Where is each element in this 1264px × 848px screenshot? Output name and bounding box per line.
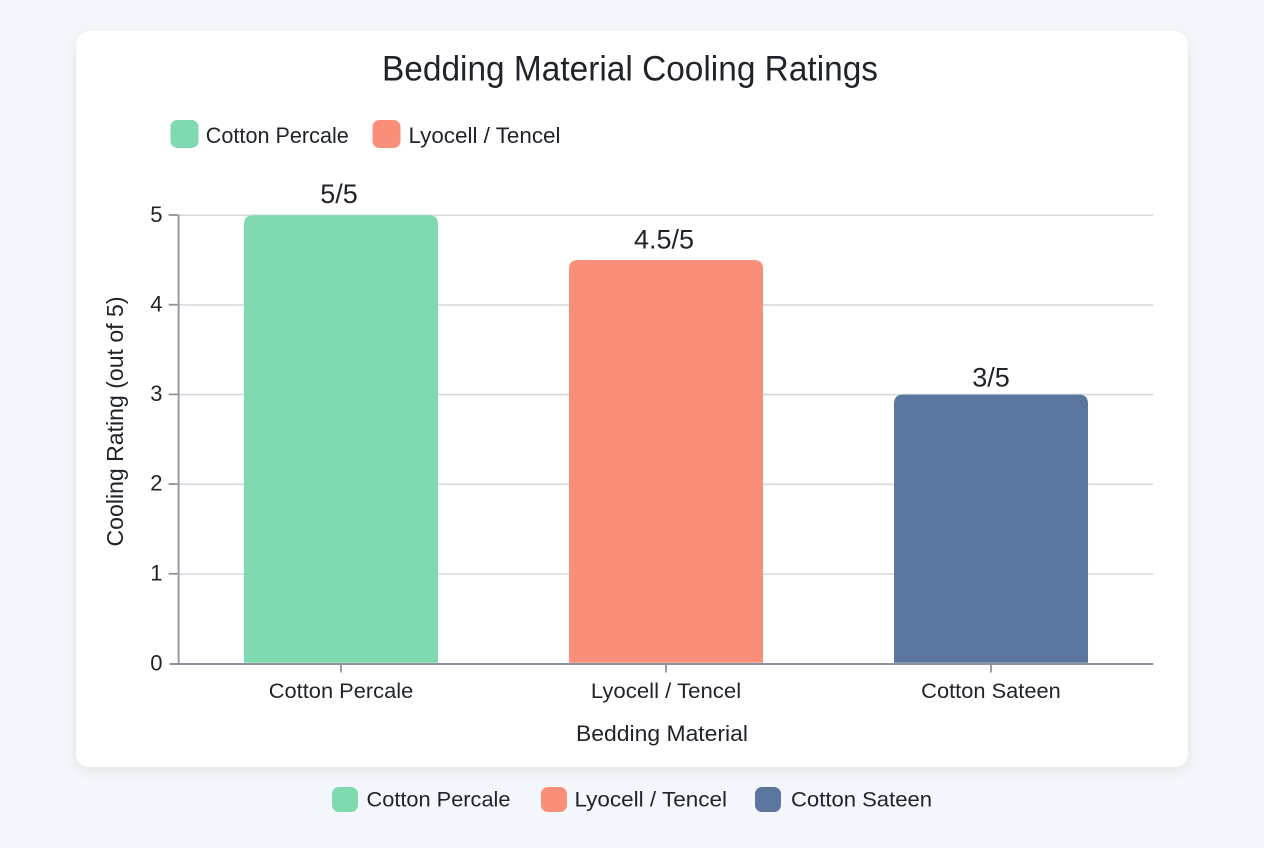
svg-text:5: 5 bbox=[150, 202, 162, 227]
svg-text:Cotton Percale: Cotton Percale bbox=[206, 123, 349, 148]
svg-text:Cotton Sateen: Cotton Sateen bbox=[791, 789, 932, 812]
svg-text:Bedding Material: Bedding Material bbox=[576, 721, 748, 746]
svg-text:Bedding Material Cooling Ratin: Bedding Material Cooling Ratings bbox=[382, 50, 878, 89]
svg-text:Lyocell / Tencel: Lyocell / Tencel bbox=[591, 680, 741, 703]
svg-text:Cotton Percale: Cotton Percale bbox=[367, 789, 511, 812]
svg-text:Lyocell / Tencel: Lyocell / Tencel bbox=[575, 789, 728, 812]
svg-text:3: 3 bbox=[150, 381, 162, 406]
svg-text:4.5/5: 4.5/5 bbox=[634, 225, 694, 255]
svg-text:4: 4 bbox=[150, 291, 162, 316]
svg-text:2: 2 bbox=[150, 471, 162, 496]
svg-text:Cotton Percale: Cotton Percale bbox=[269, 680, 414, 703]
svg-text:Cotton Sateen: Cotton Sateen bbox=[921, 680, 1061, 703]
svg-text:5/5: 5/5 bbox=[320, 179, 358, 209]
svg-text:0: 0 bbox=[150, 650, 162, 675]
svg-text:Cooling Rating (out of 5): Cooling Rating (out of 5) bbox=[102, 297, 128, 547]
svg-text:1: 1 bbox=[150, 560, 162, 585]
svg-text:Lyocell / Tencel: Lyocell / Tencel bbox=[409, 123, 561, 148]
svg-text:3/5: 3/5 bbox=[972, 362, 1010, 392]
